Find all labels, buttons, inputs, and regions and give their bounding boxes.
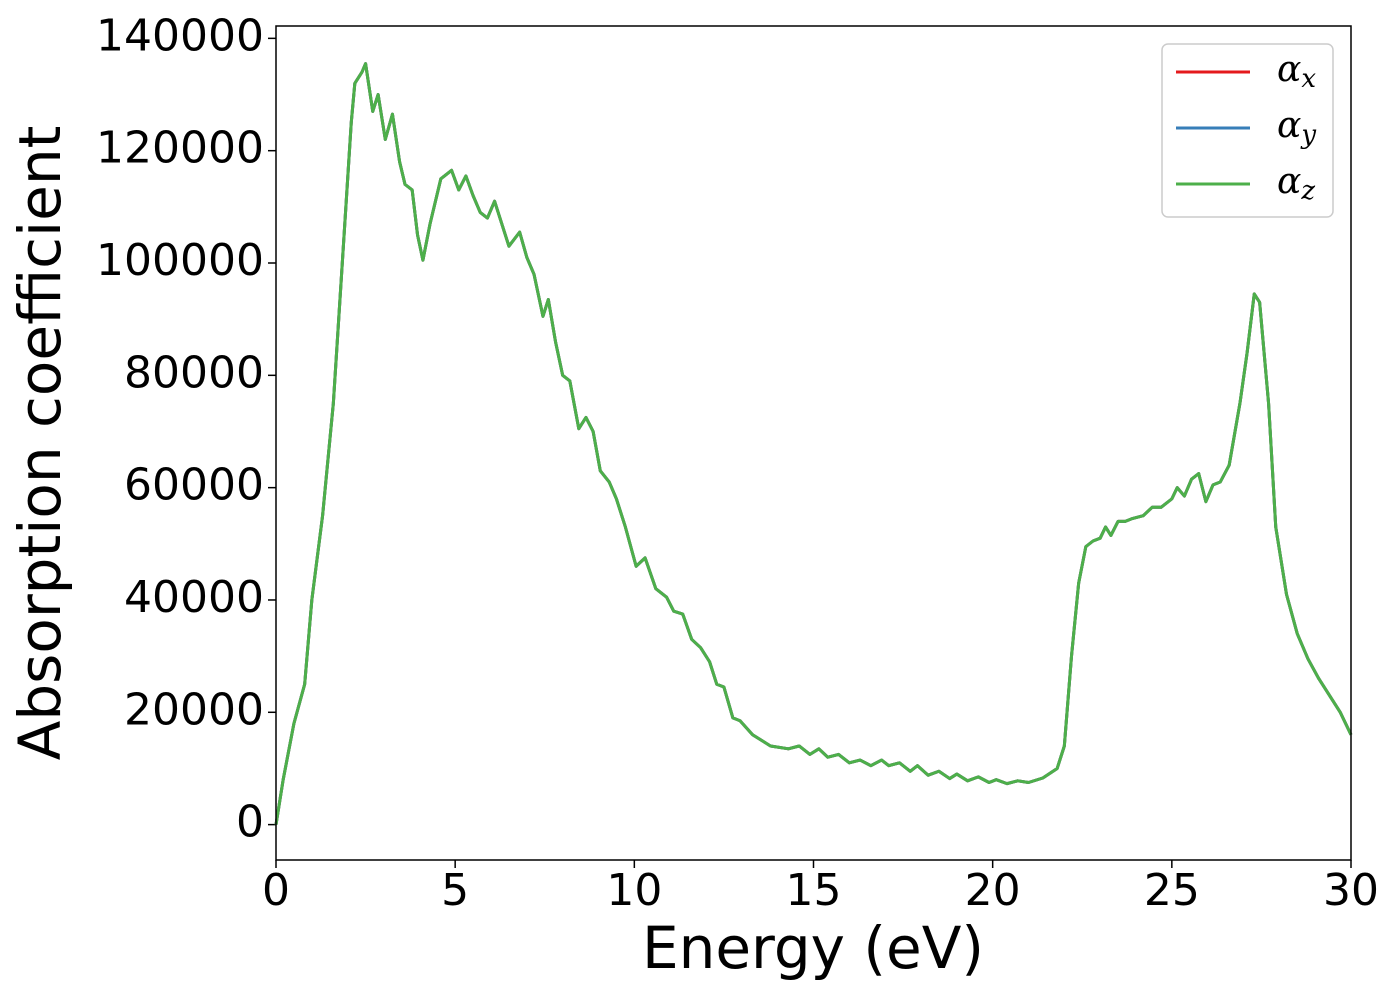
- y-tick-label: 0: [236, 797, 264, 848]
- x-tick-label: 20: [965, 865, 1021, 916]
- x-tick-label: 25: [1144, 865, 1200, 916]
- data-line: [274, 62, 1353, 825]
- y-tick-label: 80000: [124, 347, 264, 398]
- y-tick-label: 60000: [124, 460, 264, 511]
- legend-label: αy: [1277, 105, 1316, 150]
- x-tick-label: 0: [262, 865, 290, 916]
- y-axis-label: Absorption coefficient: [6, 126, 74, 761]
- y-tick-label: 20000: [124, 684, 264, 735]
- legend-label: αz: [1277, 161, 1315, 206]
- y-tick-label: 120000: [96, 123, 264, 174]
- y-tick-label: 100000: [96, 235, 264, 286]
- plot-frame: [275, 25, 1352, 861]
- x-tick-label: 5: [441, 865, 469, 916]
- y-tick-label: 40000: [124, 572, 264, 623]
- legend-box: [1161, 43, 1334, 218]
- y-tick-label: 140000: [96, 10, 264, 61]
- legend-label: αx: [1277, 49, 1316, 94]
- x-tick-label: 10: [606, 865, 662, 916]
- x-tick-label: 30: [1323, 865, 1379, 916]
- x-axis-label: Energy (eV): [642, 914, 984, 982]
- x-tick-label: 15: [786, 865, 842, 916]
